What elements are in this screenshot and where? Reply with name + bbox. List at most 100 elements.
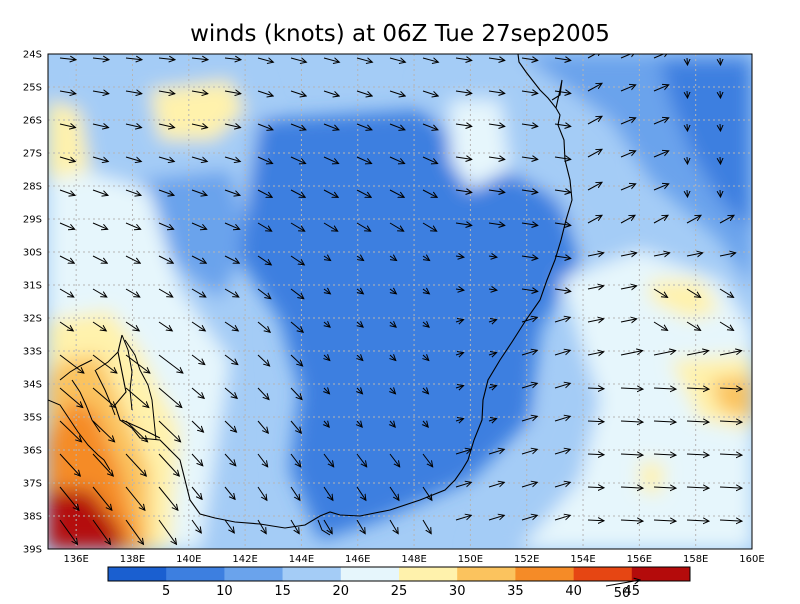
longitude-label: 158E <box>683 554 708 565</box>
wind-vector <box>191 486 202 499</box>
wind-vector <box>653 151 669 158</box>
wind-vector <box>92 91 109 94</box>
wind-vector <box>257 453 268 467</box>
wind-vector <box>92 486 112 510</box>
longitude-label: 152E <box>514 554 539 565</box>
wind-vector <box>720 57 721 65</box>
wind-vector <box>521 289 538 291</box>
wind-vector <box>423 388 429 394</box>
coastline-cape-york <box>551 79 563 109</box>
wind-vector <box>257 58 273 62</box>
colorbar-swatch <box>282 567 342 581</box>
wind-vector <box>191 189 207 195</box>
latitude-label: 37S <box>23 479 42 490</box>
wind-vector <box>257 354 270 366</box>
shade-very-light-ne <box>450 100 510 190</box>
wind-vector <box>290 453 301 467</box>
wind-vector <box>356 256 364 261</box>
wind-vector <box>389 222 404 231</box>
wind-vector <box>356 189 371 197</box>
longitude-label: 150E <box>458 554 483 565</box>
latitude-label: 30S <box>23 248 42 259</box>
wind-vector <box>356 289 363 294</box>
wind-vector <box>488 157 505 159</box>
wind-vector <box>521 317 537 323</box>
wind-vector <box>125 288 140 297</box>
wind-vector <box>59 156 75 162</box>
colorbar-swatch <box>399 567 458 581</box>
wind-vector <box>224 255 239 263</box>
wind-vector <box>290 354 303 366</box>
wind-vector <box>92 420 115 442</box>
wind-vector <box>224 91 241 94</box>
latitude-label: 34S <box>23 380 42 391</box>
wind-vector <box>158 91 175 94</box>
wind-vector <box>389 58 405 62</box>
wind-vector <box>324 388 330 394</box>
wind-vector <box>620 319 637 322</box>
wind-vector <box>686 288 701 297</box>
shade-mid-blue-center <box>240 110 580 540</box>
wind-vector <box>653 54 669 59</box>
wind-vector <box>554 383 570 389</box>
wind-vector <box>653 520 676 521</box>
wind-vector <box>158 189 174 195</box>
colorbar-swatch <box>515 567 574 581</box>
wind-vector <box>290 486 300 500</box>
shade-dark-blue-ne <box>660 60 752 230</box>
wind-vector <box>554 223 571 225</box>
colorbar-swatch <box>573 567 633 581</box>
wind-vector <box>521 449 537 455</box>
wind-vector <box>158 124 175 128</box>
longitude-label: 146E <box>345 554 370 565</box>
wind-vector <box>224 189 240 195</box>
colorbar-swatch <box>631 567 691 581</box>
wind-vector <box>125 387 149 408</box>
wind-vector <box>455 353 464 355</box>
wind-vector <box>257 90 273 96</box>
shade-yellow-se <box>650 280 720 320</box>
colorbar-label: 20 <box>333 584 350 599</box>
wind-vector <box>389 90 405 96</box>
wind-vector <box>653 487 676 488</box>
longitude-label: 136E <box>63 554 88 565</box>
wind-vector <box>554 58 571 60</box>
wind-vector <box>59 255 74 263</box>
wind-vector <box>323 58 339 62</box>
wind-vector <box>224 387 237 398</box>
wind-vector <box>389 189 404 197</box>
wind-vector <box>324 322 330 327</box>
wind-vector <box>290 156 306 164</box>
latitude-label: 33S <box>23 347 42 358</box>
wind-vector <box>191 156 207 162</box>
plot-frame <box>47 53 753 550</box>
wind-vector <box>356 486 366 500</box>
wind-vector <box>620 253 637 256</box>
longitude-labels: 136E 138E 140E 142E 144E 146E 148E 150E 152E 154E… <box>63 554 764 565</box>
wind-vector <box>720 189 721 197</box>
wind-vector <box>620 351 643 356</box>
colorbar-label: 25 <box>391 584 408 599</box>
wind-vector <box>224 124 241 128</box>
reference-vector-label: 50 <box>614 586 631 600</box>
wind-vector <box>290 420 301 433</box>
wind-vector <box>488 515 504 521</box>
wind-vector <box>686 351 709 356</box>
latitude-labels: 24S 25S 26S 27S 28S 29S 30S 31S 32S 33S 34S 35S 36S 3… <box>23 50 42 556</box>
wind-vector <box>719 520 742 521</box>
wind-vector <box>191 354 205 365</box>
wind-vector <box>687 156 688 164</box>
wind-vector <box>587 487 604 488</box>
colorbar-label: 30 <box>449 584 466 599</box>
wind-vector <box>686 421 709 422</box>
wind-vector <box>719 351 742 356</box>
wind-vector <box>587 215 602 224</box>
wind-vector <box>719 321 734 330</box>
wind-vector <box>59 354 84 373</box>
wind-vector <box>191 453 203 466</box>
wind-vector <box>290 387 302 400</box>
wind-vector <box>257 123 273 130</box>
latitude-label: 28S <box>23 182 42 193</box>
wind-vector <box>620 215 635 224</box>
wind-vector <box>653 454 676 455</box>
